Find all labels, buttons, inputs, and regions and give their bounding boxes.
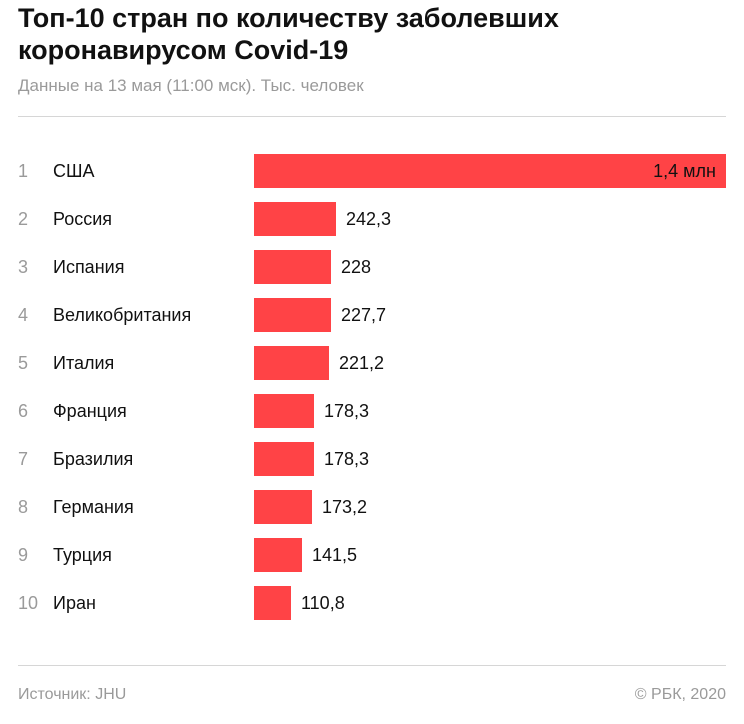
country-label: Великобритания: [53, 305, 192, 325]
country-label: Франция: [53, 401, 127, 421]
bar-row: 9 Турция 141,5: [0, 538, 744, 586]
country-label: Испания: [53, 257, 125, 277]
chart-subtitle: Данные на 13 мая (11:00 мск). Тыс. челов…: [18, 76, 364, 95]
rank-label: 6: [18, 401, 29, 421]
bar: [254, 442, 314, 476]
copyright-note: © РБК, 2020: [634, 686, 726, 703]
bar: [254, 202, 336, 236]
rank-label: 1: [18, 161, 29, 181]
bottom-divider: [18, 665, 726, 666]
rank-label: 2: [18, 209, 29, 229]
bar-row: 6 Франция 178,3: [0, 394, 744, 442]
value-label: 1,4 млн: [653, 161, 716, 181]
chart-title: Топ-10 стран по количеству заболевших ко…: [18, 3, 559, 65]
bar-row: 2 Россия 242,3: [0, 202, 744, 250]
value-label: 141,5: [312, 545, 358, 565]
country-label: Италия: [53, 353, 115, 373]
country-label: Германия: [53, 497, 134, 517]
bar: [254, 298, 331, 332]
bar-row: 5 Италия 221,2: [0, 346, 744, 394]
value-label: 173,2: [322, 497, 368, 517]
rank-label: 3: [18, 257, 29, 277]
value-label: 110,8: [301, 593, 345, 613]
rank-label: 4: [18, 305, 29, 325]
value-label: 242,3: [346, 209, 392, 229]
value-label: 228: [341, 257, 372, 277]
bar: [254, 154, 726, 188]
rank-label: 8: [18, 497, 29, 517]
bar-row: 3 Испания 228: [0, 250, 744, 298]
rank-label: 10: [18, 593, 39, 613]
rank-label: 9: [18, 545, 29, 565]
bar: [254, 490, 312, 524]
bar-row: 7 Бразилия 178,3: [0, 442, 744, 490]
bar-row: 10 Иран 110,8: [0, 586, 744, 634]
bar: [254, 538, 302, 572]
bar-row: 8 Германия 173,2: [0, 490, 744, 538]
value-label: 178,3: [324, 401, 370, 421]
bar: [254, 346, 329, 380]
bar: [254, 394, 314, 428]
country-label: Турция: [53, 545, 112, 565]
country-label: Иран: [53, 593, 96, 613]
source-note: Источник: JHU: [18, 686, 127, 703]
bar: [254, 586, 291, 620]
country-label: Бразилия: [53, 449, 134, 469]
country-label: Россия: [53, 209, 113, 229]
bar: [254, 250, 331, 284]
value-label: 221,2: [339, 353, 385, 373]
value-label: 178,3: [324, 449, 370, 469]
value-label: 227,7: [341, 305, 387, 325]
bar-row: 4 Великобритания 227,7: [0, 298, 744, 346]
rank-label: 7: [18, 449, 29, 469]
top-divider: [18, 116, 726, 117]
rank-label: 5: [18, 353, 29, 373]
bar-row: 1 США 1,4 млн: [0, 154, 744, 202]
country-label: США: [53, 161, 95, 181]
